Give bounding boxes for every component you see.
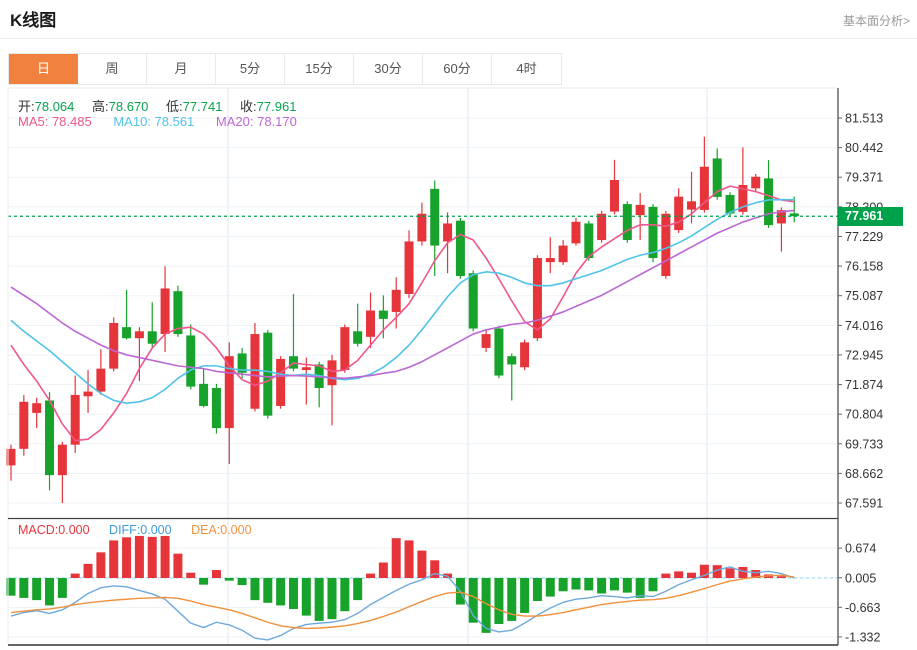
ma-info-row: MA5: 78.485 MA10: 78.561 MA20: 78.170 <box>18 114 315 129</box>
ma5-value: MA5: 78.485 <box>18 114 92 129</box>
svg-text:-0.663: -0.663 <box>845 601 880 615</box>
diff-value: DIFF:0.000 <box>109 523 172 537</box>
tab-weekly[interactable]: 周 <box>78 54 147 84</box>
open-label: 开: <box>18 99 35 114</box>
page-title: K线图 <box>10 11 57 30</box>
svg-text:75.087: 75.087 <box>845 289 883 303</box>
close-value: 77.961 <box>256 99 297 114</box>
svg-text:71.874: 71.874 <box>845 378 883 392</box>
tab-60min[interactable]: 60分 <box>423 54 492 84</box>
high-value: 78.670 <box>108 99 149 114</box>
svg-text:79.371: 79.371 <box>845 171 883 185</box>
fundamental-analysis-link[interactable]: 基本面分析> <box>842 14 910 28</box>
tab-30min[interactable]: 30分 <box>354 54 423 84</box>
period-tab-bar: 日 周 月 5分 15分 30分 60分 4时 <box>8 53 562 85</box>
svg-text:0.005: 0.005 <box>845 571 876 585</box>
svg-text:72.945: 72.945 <box>845 348 883 362</box>
macd-info-row: MACD:0.000 DIFF:0.000 DEA:0.000 <box>18 523 268 537</box>
ohlc-info-row: 开:78.064 高:78.670 低:77.741 收:77.961 <box>18 96 310 115</box>
svg-text:0.674: 0.674 <box>845 542 876 556</box>
macd-value: MACD:0.000 <box>18 523 90 537</box>
tab-5min[interactable]: 5分 <box>216 54 285 84</box>
svg-text:76.158: 76.158 <box>845 260 883 274</box>
svg-text:80.442: 80.442 <box>845 141 883 155</box>
svg-text:77.229: 77.229 <box>845 230 883 244</box>
current-price-tag: 77.961 <box>838 206 903 226</box>
svg-text:70.804: 70.804 <box>845 408 883 422</box>
svg-text:68.662: 68.662 <box>845 467 883 481</box>
dea-value: DEA:0.000 <box>191 523 252 537</box>
ma20-value: MA20: 78.170 <box>215 114 297 129</box>
tab-daily[interactable]: 日 <box>9 54 78 84</box>
low-label: 低: <box>166 99 183 114</box>
low-value: 77.741 <box>182 99 223 114</box>
ma10-value: MA10: 78.561 <box>113 114 195 129</box>
open-value: 78.064 <box>34 99 75 114</box>
svg-text:67.591: 67.591 <box>845 497 883 511</box>
tab-15min[interactable]: 15分 <box>285 54 354 84</box>
tab-4hour[interactable]: 4时 <box>492 54 561 84</box>
close-label: 收: <box>240 99 257 114</box>
svg-text:81.513: 81.513 <box>845 112 883 126</box>
svg-text:69.733: 69.733 <box>845 437 883 451</box>
high-label: 高: <box>92 99 109 114</box>
tab-monthly[interactable]: 月 <box>147 54 216 84</box>
svg-text:-1.332: -1.332 <box>845 630 880 644</box>
header-divider <box>0 38 917 39</box>
svg-text:74.016: 74.016 <box>845 319 883 333</box>
